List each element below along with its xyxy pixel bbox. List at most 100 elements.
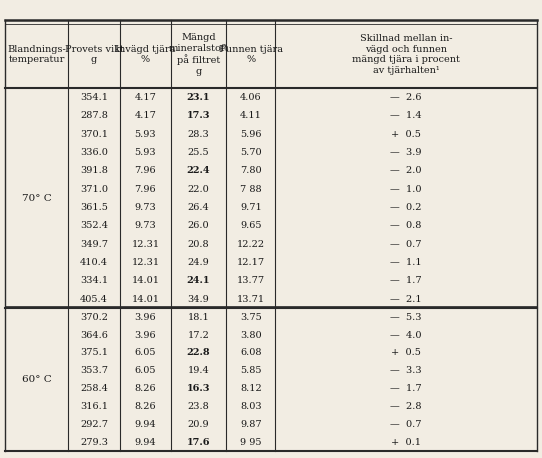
- Text: 258.4: 258.4: [80, 384, 108, 393]
- Text: 12.17: 12.17: [237, 258, 265, 267]
- Text: 5.96: 5.96: [240, 130, 262, 139]
- Text: 9.73: 9.73: [134, 221, 156, 230]
- Text: 7 88: 7 88: [240, 185, 262, 194]
- Text: 370.1: 370.1: [80, 130, 108, 139]
- Text: 5.93: 5.93: [134, 130, 156, 139]
- Text: 9.94: 9.94: [134, 420, 156, 429]
- Text: 22.4: 22.4: [186, 166, 210, 175]
- Text: 20.8: 20.8: [188, 240, 209, 249]
- Text: 5.93: 5.93: [134, 148, 156, 157]
- Text: 3.96: 3.96: [134, 331, 156, 340]
- Text: 9.87: 9.87: [240, 420, 262, 429]
- Text: 391.8: 391.8: [80, 166, 108, 175]
- Text: 4.06: 4.06: [240, 93, 262, 102]
- Text: 9 95: 9 95: [240, 438, 262, 447]
- Text: Funnen tjära
%: Funnen tjära %: [219, 45, 283, 64]
- Text: 16.3: 16.3: [187, 384, 210, 393]
- Text: Provets vikt
g: Provets vikt g: [64, 45, 124, 64]
- Text: 24.1: 24.1: [187, 276, 210, 285]
- Text: Mängd
mineralstoft
på filtret
g: Mängd mineralstoft på filtret g: [169, 33, 229, 76]
- Text: 410.4: 410.4: [80, 258, 108, 267]
- Text: 34.9: 34.9: [188, 294, 209, 304]
- Text: 26.4: 26.4: [188, 203, 209, 212]
- Text: 371.0: 371.0: [80, 185, 108, 194]
- Text: 5.70: 5.70: [240, 148, 262, 157]
- Text: 28.3: 28.3: [188, 130, 209, 139]
- Text: —  1.0: — 1.0: [390, 185, 422, 194]
- Text: 17.2: 17.2: [188, 331, 209, 340]
- Text: 19.4: 19.4: [188, 366, 209, 376]
- Text: 364.6: 364.6: [80, 331, 108, 340]
- Text: +  0.1: + 0.1: [391, 438, 421, 447]
- Text: —  0.8: — 0.8: [390, 221, 422, 230]
- Text: —  4.0: — 4.0: [390, 331, 422, 340]
- Text: —  5.3: — 5.3: [390, 313, 422, 322]
- Text: 375.1: 375.1: [80, 349, 108, 358]
- Text: 336.0: 336.0: [80, 148, 108, 157]
- Text: —  0.2: — 0.2: [390, 203, 422, 212]
- Text: —  1.7: — 1.7: [390, 384, 422, 393]
- Text: 5.85: 5.85: [240, 366, 262, 376]
- Text: 8.26: 8.26: [134, 402, 156, 411]
- Text: 12.22: 12.22: [237, 240, 265, 249]
- Text: Blandnings-
temperatur: Blandnings- temperatur: [8, 45, 66, 64]
- Text: 6.08: 6.08: [240, 349, 262, 358]
- Text: 22.0: 22.0: [188, 185, 209, 194]
- Text: 354.1: 354.1: [80, 93, 108, 102]
- Text: 6.05: 6.05: [134, 366, 156, 376]
- Text: 13.77: 13.77: [237, 276, 265, 285]
- Text: 25.5: 25.5: [188, 148, 209, 157]
- Text: 353.7: 353.7: [80, 366, 108, 376]
- Text: +  0.5: + 0.5: [391, 349, 421, 358]
- Text: 8.12: 8.12: [240, 384, 262, 393]
- Text: 18.1: 18.1: [188, 313, 209, 322]
- Text: —  3.9: — 3.9: [390, 148, 422, 157]
- Text: +  0.5: + 0.5: [391, 130, 421, 139]
- Text: —  1.4: — 1.4: [390, 111, 422, 120]
- Text: 7.96: 7.96: [134, 185, 156, 194]
- Text: 370.2: 370.2: [80, 313, 108, 322]
- Text: 279.3: 279.3: [80, 438, 108, 447]
- Text: 361.5: 361.5: [80, 203, 108, 212]
- Text: 26.0: 26.0: [188, 221, 209, 230]
- Text: 13.71: 13.71: [237, 294, 265, 304]
- Text: 8.26: 8.26: [134, 384, 156, 393]
- Text: 14.01: 14.01: [131, 276, 159, 285]
- Text: —  3.3: — 3.3: [390, 366, 422, 376]
- Text: —  0.7: — 0.7: [390, 420, 422, 429]
- Text: 20.9: 20.9: [188, 420, 209, 429]
- Text: 4.11: 4.11: [240, 111, 262, 120]
- Text: —  2.0: — 2.0: [390, 166, 422, 175]
- Text: Skillnad mellan in-
vägd och funnen
mängd tjära i procent
av tjärhalten¹: Skillnad mellan in- vägd och funnen mäng…: [352, 34, 460, 75]
- Text: 17.6: 17.6: [187, 438, 210, 447]
- Text: 292.7: 292.7: [80, 420, 108, 429]
- Text: —  1.7: — 1.7: [390, 276, 422, 285]
- Text: —  2.8: — 2.8: [390, 402, 422, 411]
- Text: 12.31: 12.31: [131, 240, 159, 249]
- Text: 352.4: 352.4: [80, 221, 108, 230]
- Text: —  2.6: — 2.6: [390, 93, 422, 102]
- Text: 6.05: 6.05: [134, 349, 156, 358]
- Text: 405.4: 405.4: [80, 294, 108, 304]
- Text: 23.8: 23.8: [188, 402, 209, 411]
- Text: 287.8: 287.8: [80, 111, 108, 120]
- Text: 22.8: 22.8: [186, 349, 210, 358]
- Text: 9.71: 9.71: [240, 203, 262, 212]
- Text: —  0.7: — 0.7: [390, 240, 422, 249]
- Text: 4.17: 4.17: [134, 111, 156, 120]
- Text: 23.1: 23.1: [187, 93, 210, 102]
- Text: 9.94: 9.94: [134, 438, 156, 447]
- Text: 12.31: 12.31: [131, 258, 159, 267]
- Text: 60° C: 60° C: [22, 375, 51, 384]
- Text: 349.7: 349.7: [80, 240, 108, 249]
- Text: 7.80: 7.80: [240, 166, 262, 175]
- Text: 3.75: 3.75: [240, 313, 262, 322]
- Text: 3.96: 3.96: [134, 313, 156, 322]
- Text: 3.80: 3.80: [240, 331, 262, 340]
- Text: 9.73: 9.73: [134, 203, 156, 212]
- Text: 334.1: 334.1: [80, 276, 108, 285]
- Text: 24.9: 24.9: [188, 258, 209, 267]
- Text: 4.17: 4.17: [134, 93, 156, 102]
- Text: 17.3: 17.3: [187, 111, 210, 120]
- Text: —  2.1: — 2.1: [390, 294, 422, 304]
